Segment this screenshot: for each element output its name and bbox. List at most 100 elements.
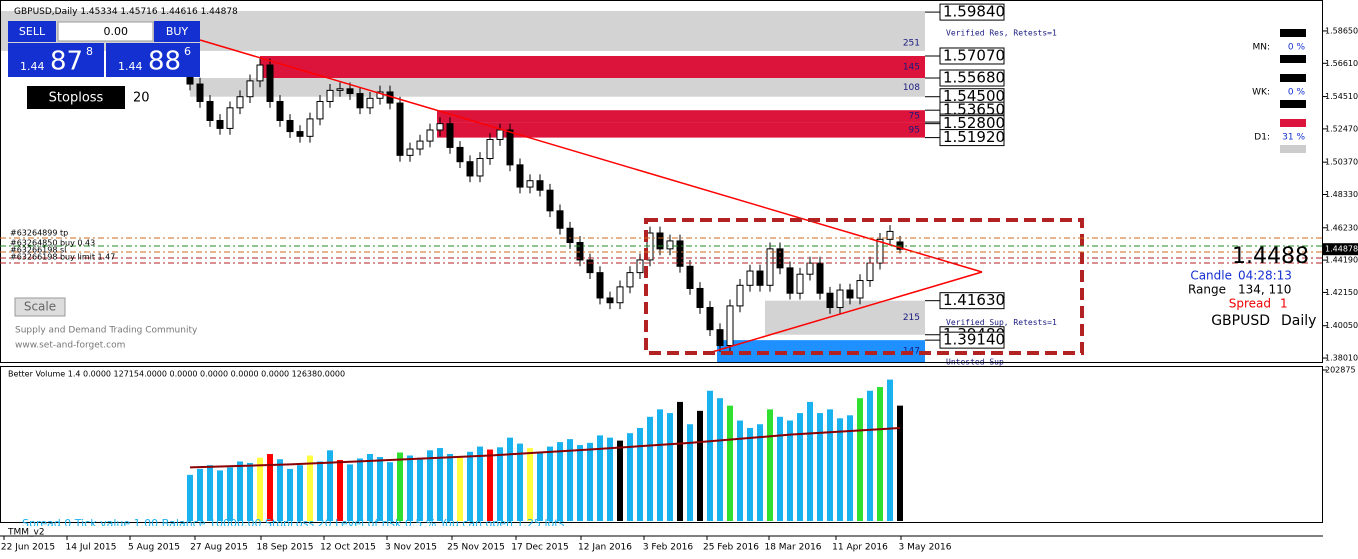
candle-body [246, 80, 254, 98]
footer-name: TMM_v2 [7, 528, 45, 538]
volume-bar [837, 418, 843, 521]
buy-button[interactable] [154, 21, 200, 42]
volume-bar [777, 416, 783, 521]
level-label: 1.41630 [943, 291, 1005, 309]
volume-bar [847, 415, 853, 521]
range-label: Range [1188, 283, 1226, 297]
candle-body [406, 148, 414, 156]
zone [190, 78, 925, 97]
candle-body [226, 107, 234, 129]
tf-label: D1: [1254, 133, 1270, 143]
ask-box[interactable] [106, 43, 200, 77]
candle-body [286, 119, 294, 133]
zone [437, 110, 925, 123]
x-tick-label: 27 Aug 2015 [190, 543, 248, 553]
candle-body [426, 129, 434, 142]
candle-body [836, 289, 844, 308]
candle-body [556, 210, 564, 229]
candle-body [376, 91, 384, 99]
volume-bar [347, 464, 353, 521]
candle-label: Candle [1190, 269, 1232, 283]
volume-bar [587, 442, 593, 521]
brand-url: www.set-and-forget.com [15, 341, 125, 351]
tf-value: 31 % [1282, 133, 1305, 143]
volume-ma [189, 426, 901, 469]
lots-input[interactable] [57, 21, 154, 42]
price-chart: 251 Verified Res, Retests=1 145 108 75 95 215 V… [0, 3, 1358, 367]
volume-bar [437, 448, 443, 521]
volume-bar [427, 450, 433, 521]
level-label: 1.57070 [943, 46, 1005, 64]
volume-bar [617, 440, 623, 521]
volume-bar [517, 443, 523, 521]
info-period: Daily [1281, 313, 1316, 329]
order-label: #63266198 sl [10, 246, 66, 255]
x-tick-label: 22 Jun 2015 [1, 543, 55, 553]
chart-header: GBPUSD,Daily 1.45334 1.45716 1.44616 1.4… [14, 7, 238, 17]
volume-bar [667, 413, 673, 521]
scale-button[interactable] [14, 297, 66, 317]
candle-body [416, 140, 424, 150]
volume-bar [547, 446, 553, 521]
volume-bar [757, 424, 763, 521]
candle-body [346, 88, 354, 95]
volume-bar [297, 465, 303, 521]
zone-strength: 215 [903, 313, 920, 323]
candle-body [716, 329, 724, 347]
volume-bar [267, 454, 273, 521]
volume-bar [807, 401, 813, 521]
spread-value: 1 [1280, 297, 1288, 311]
brand-name: Supply and Demand Trading Community [15, 326, 198, 336]
volume-bar [647, 416, 653, 521]
candle-body [686, 265, 694, 289]
tf-label: WK: [1252, 88, 1270, 98]
info-panel: MN: 0 % WK: 0 % D1: 31 % 1.4488 Candle 0… [1188, 29, 1316, 329]
y-tick-label: 1.54510 [1325, 92, 1358, 101]
candle-body [276, 100, 284, 121]
x-tick-label: 12 Jan 2016 [578, 543, 632, 553]
candle-body [536, 180, 544, 191]
volume-bar [787, 420, 793, 521]
volume-bar [477, 446, 483, 521]
volume-bar [277, 459, 283, 521]
x-tick-label: 18 Sep 2015 [256, 543, 313, 553]
stoploss-button[interactable] [27, 86, 125, 109]
volume-bar [637, 427, 643, 521]
candle-body [356, 93, 364, 109]
current-price-box [1323, 243, 1358, 256]
volume-bar [207, 465, 213, 521]
zone-strength: 251 [903, 38, 920, 48]
volume-bar [367, 454, 373, 521]
trade-panel: SELL 0.00 BUY 1.44 87 8 1.44 88 6 Stoplo… [8, 21, 200, 109]
volume-bar [187, 474, 193, 521]
tf-bar [1280, 145, 1306, 153]
y-tick-label: 1.44190 [1325, 256, 1358, 265]
candle-body [856, 280, 864, 299]
x-tick-label: 14 Jul 2015 [66, 543, 117, 553]
volume-bar [687, 424, 693, 521]
candle-body [696, 287, 704, 308]
candle-body [806, 262, 814, 275]
bid-box[interactable] [8, 43, 104, 77]
candle-body [876, 238, 884, 264]
volume-bar [417, 457, 423, 521]
candle-body [726, 305, 734, 347]
level-box [939, 47, 1005, 65]
volume-bar [377, 456, 383, 521]
candle-body [476, 158, 484, 177]
volume-bar [747, 427, 753, 521]
candle-body [446, 123, 454, 148]
volume-bar [567, 439, 573, 521]
bid-small: 8 [86, 45, 93, 58]
candle-body [656, 232, 664, 250]
y-tick-label: 1.38010 [1325, 354, 1358, 363]
x-tick-label: 18 Mar 2016 [764, 543, 821, 553]
volume-chart: Better Volume 1.4 0.0000 127154.0000 0.0… [8, 366, 1356, 521]
volume-bar [507, 437, 513, 521]
sell-button[interactable] [8, 21, 56, 42]
volume-bar [817, 413, 823, 521]
lots-value: 0.00 [104, 25, 129, 38]
volume-bar [717, 398, 723, 521]
y-tick-label: 1.52470 [1325, 124, 1358, 133]
tf-value: 0 % [1288, 88, 1306, 98]
